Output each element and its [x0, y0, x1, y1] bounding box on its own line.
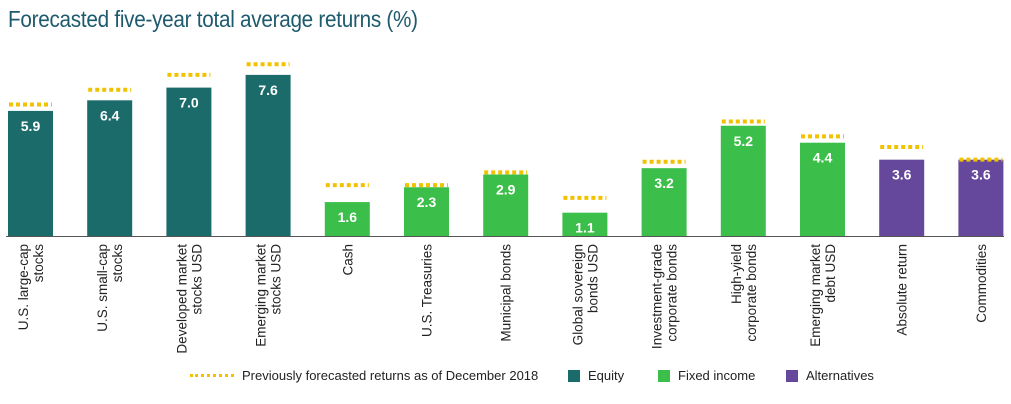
bar [958, 159, 1004, 236]
bar [404, 187, 449, 236]
tick-label: Municipal bonds [499, 244, 514, 342]
data-label: 1.6 [338, 209, 358, 225]
data-label: 7.0 [179, 95, 199, 111]
chart-title: Forecasted five-year total average retur… [8, 6, 418, 32]
bar [641, 168, 687, 236]
tick-label: Commodities [974, 244, 989, 323]
tick-label: Cash [340, 244, 355, 276]
bar [8, 110, 53, 236]
tick-label: U.S. large-capstocks [16, 244, 46, 331]
tick-label: Developed marketstocks USD [174, 244, 204, 354]
data-label: 5.9 [21, 118, 41, 134]
data-label: 3.6 [892, 167, 912, 183]
bar [720, 125, 766, 236]
bar [562, 212, 608, 236]
bar [800, 142, 845, 236]
bar [483, 174, 529, 236]
tick-label: High-yieldcorporate bonds [729, 244, 759, 342]
tick-label: Absolute return [895, 244, 910, 336]
data-label: 7.6 [258, 82, 278, 98]
bar [87, 100, 133, 236]
data-label: 5.2 [734, 133, 754, 149]
data-label: 2.3 [417, 194, 437, 210]
data-label: 4.4 [813, 150, 833, 166]
tick-label: U.S. Treasuries [420, 244, 435, 337]
data-label: 2.9 [496, 182, 516, 198]
tick-label: Emerging marketstocks USD [254, 244, 284, 347]
tick-label: Emerging marketdebt USD [808, 244, 838, 347]
tick-label: Global sovereignbonds USD [570, 244, 600, 346]
data-label: 3.6 [971, 167, 991, 183]
tick-label: Investment-gradecorporate bonds [650, 244, 680, 349]
tick-label: U.S. small-capstocks [95, 244, 125, 332]
bar [879, 159, 925, 236]
data-label: 3.2 [654, 175, 674, 191]
data-label: 1.1 [575, 220, 595, 236]
bar [166, 87, 212, 236]
data-label: 6.4 [100, 107, 120, 123]
bar [324, 202, 370, 236]
bar [245, 74, 291, 236]
